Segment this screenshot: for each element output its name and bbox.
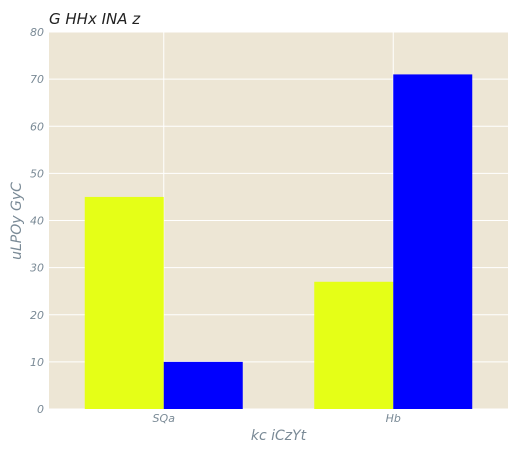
y-tick-label: 80: [30, 26, 44, 39]
bars: [84, 74, 473, 409]
y-tick-label: 0: [37, 403, 44, 416]
bar-series-1-SQa: [84, 196, 164, 409]
x-tick-labels: SQa Hb: [153, 412, 401, 425]
y-axis-label: uLPOy GyC: [9, 182, 25, 260]
y-tick-label: 60: [30, 120, 44, 133]
y-tick-label: 40: [30, 215, 44, 228]
bar-series-2-SQa: [163, 361, 243, 409]
y-tick-labels: 0 10 20 30 40 50 60 70 80: [30, 26, 44, 416]
y-tick-label: 20: [30, 309, 44, 322]
y-tick-label: 70: [30, 73, 44, 86]
x-axis-label: kc iCzYt: [251, 428, 307, 444]
y-tick-label: 30: [30, 262, 44, 275]
y-tick-label: 50: [30, 167, 44, 180]
bar-series-1-Hb: [314, 281, 394, 409]
bar-series-2-Hb: [393, 74, 473, 409]
x-tick-label: SQa: [153, 412, 176, 425]
chart-title: G HHx INA z: [49, 10, 141, 28]
x-tick-label: Hb: [386, 412, 401, 425]
y-tick-label: 10: [30, 356, 44, 369]
